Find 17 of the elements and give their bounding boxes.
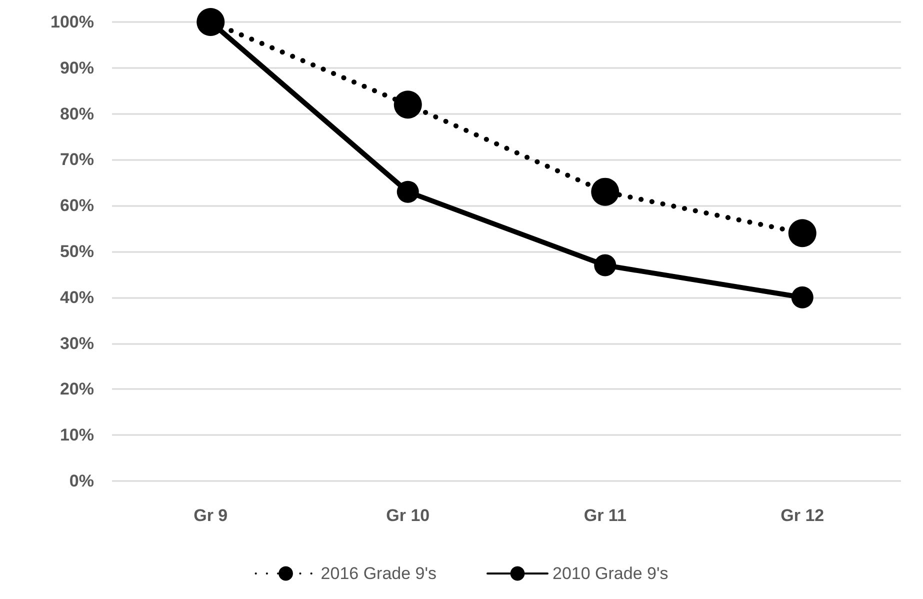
y-tick-label: 40% [60,288,94,307]
y-tick-label: 90% [60,58,94,78]
x-tick-label: Gr 10 [386,506,430,525]
y-tick-label: 100% [50,12,94,32]
y-tick-label: 20% [60,380,94,399]
y-tick-label: 70% [60,150,94,170]
y-tick-label: 50% [60,242,94,261]
legend-label: 2016 Grade 9's [320,564,437,583]
y-tick-label: 0% [69,472,94,490]
x-tick-label: Gr 11 [584,506,626,525]
y-tick-label: 10% [60,426,94,445]
y-tick-label: 30% [60,334,94,353]
x-tick-label: Gr 12 [780,506,824,525]
legend-label: 2010 Grade 9's [552,564,668,583]
y-tick-label: 80% [60,104,94,124]
y-tick-label: 60% [60,196,94,216]
x-tick-label: Gr 9 [194,506,228,525]
